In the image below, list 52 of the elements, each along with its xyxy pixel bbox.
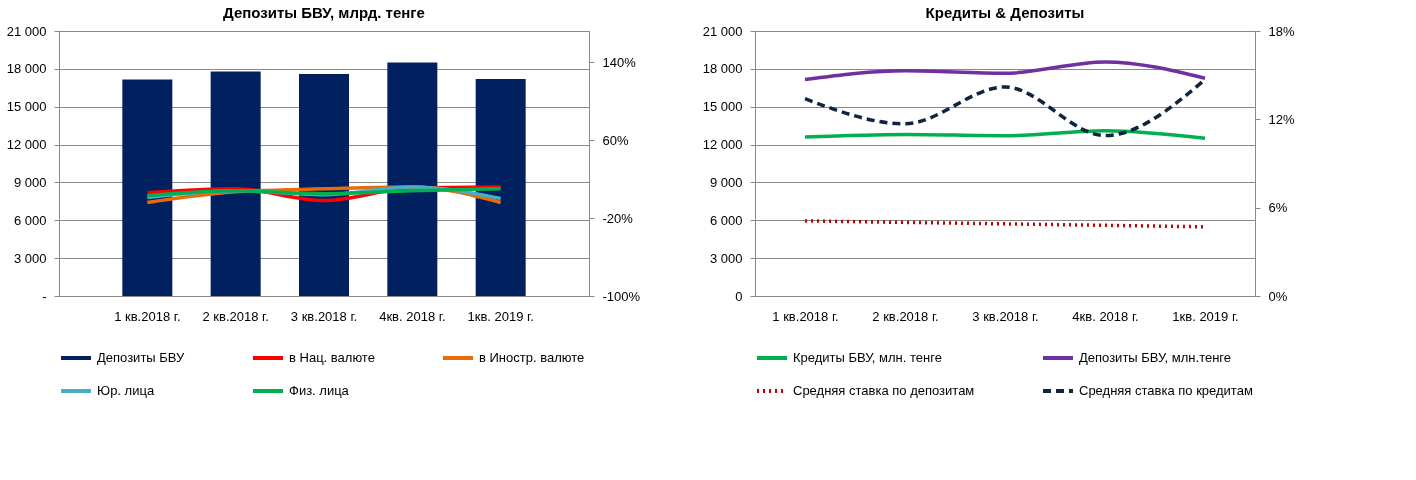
y-tick-label: 21 000 — [6, 23, 47, 39]
y-tick-label: 3 000 — [709, 250, 743, 266]
x-tick-label: 1кв. 2019 г. — [1172, 308, 1239, 324]
y-tick-label: 6 000 — [709, 212, 743, 228]
legend-label: Юр. лица — [97, 383, 155, 398]
x-tick-label: 2 кв.2018 г. — [202, 308, 269, 324]
y-tick-label: 18 000 — [702, 61, 743, 77]
y2-tick-label: 60% — [602, 132, 629, 148]
bar — [299, 73, 349, 296]
chart-title: Депозиты БВУ, млрд. тенге — [223, 4, 425, 21]
y-tick-label: 3 000 — [13, 250, 47, 266]
y2-tick-label: -20% — [602, 210, 634, 226]
legend-label: Средняя ставка по депозитам — [793, 383, 975, 398]
y-tick-label: 6 000 — [13, 212, 47, 228]
legend-label: Средняя ставка по кредитам — [1079, 383, 1253, 398]
line-series — [803, 128, 1207, 141]
bar — [210, 71, 261, 296]
y-tick-label: 18 000 — [6, 61, 47, 77]
y-tick-label: 9 000 — [709, 174, 743, 190]
x-tick-label: 4кв. 2018 г. — [379, 308, 446, 324]
x-tick-label: 1кв. 2019 г. — [467, 308, 534, 324]
x-tick-label: 1 кв.2018 г. — [114, 308, 181, 324]
x-tick-label: 1 кв.2018 г. — [772, 308, 839, 324]
y-tick-label: 21 000 — [702, 23, 743, 39]
y2-tick-label: 0% — [1268, 288, 1288, 304]
chart-title: Кредиты & Депозиты — [925, 4, 1085, 21]
bar — [122, 79, 173, 296]
y2-tick-label: 140% — [602, 54, 637, 70]
x-tick-label: 2 кв.2018 г. — [872, 308, 939, 324]
y2-tick-label: 6% — [1268, 200, 1288, 216]
y-tick-label: - — [42, 288, 47, 304]
legend-label: Депозиты БВУ — [97, 350, 186, 365]
x-tick-label: 4кв. 2018 г. — [1072, 308, 1139, 324]
x-tick-label: 3 кв.2018 г. — [290, 308, 358, 324]
legend-label: Физ. лица — [289, 383, 350, 398]
y2-tick-label: 12% — [1268, 111, 1295, 127]
y-tick-label: 12 000 — [702, 137, 743, 153]
y2-tick-label: 18% — [1268, 23, 1295, 39]
legend-label: в Иностр. валюте — [479, 350, 585, 365]
legend-label: Кредиты БВУ, млн. тенге — [793, 350, 942, 365]
y-tick-label: 15 000 — [702, 99, 743, 115]
line-series — [803, 60, 1207, 82]
y2-tick-label: -100% — [602, 288, 641, 304]
y-tick-label: 12 000 — [6, 137, 47, 153]
legend-label: в Нац. валюте — [289, 350, 375, 365]
bar — [387, 62, 438, 296]
y-tick-label: 9 000 — [13, 174, 47, 190]
y-tick-label: 15 000 — [6, 99, 47, 115]
bar — [475, 78, 526, 296]
x-tick-label: 3 кв.2018 г. — [972, 308, 1039, 324]
legend-label: Депозиты БВУ, млн.тенге — [1079, 350, 1232, 365]
y-tick-label: 0 — [735, 288, 743, 304]
